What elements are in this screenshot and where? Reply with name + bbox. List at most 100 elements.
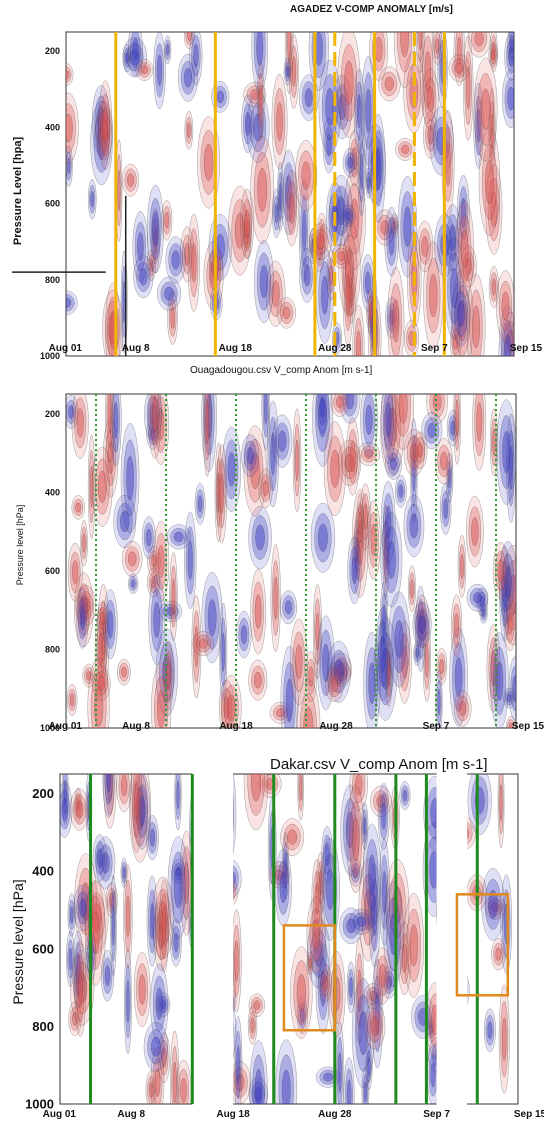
negative-anomaly <box>358 139 365 203</box>
negative-anomaly <box>383 970 395 994</box>
negative-anomaly <box>174 774 182 831</box>
negative-anomaly <box>401 785 409 806</box>
negative-anomaly <box>375 146 382 191</box>
positive-anomaly <box>98 470 107 503</box>
positive-anomaly <box>170 565 177 628</box>
positive-anomaly <box>398 394 408 424</box>
positive-anomaly <box>501 1017 507 1061</box>
negative-anomaly <box>275 422 290 460</box>
positive-anomaly <box>426 394 449 425</box>
negative-anomaly <box>238 617 250 652</box>
negative-anomaly <box>391 605 407 674</box>
negative-anomaly <box>325 87 335 126</box>
negative-anomaly <box>285 678 294 723</box>
positive-anomaly <box>422 35 434 109</box>
negative-anomaly <box>368 662 376 705</box>
negative-anomaly <box>487 1021 493 1040</box>
positive-anomaly <box>294 423 301 497</box>
positive-anomaly <box>81 526 87 560</box>
negative-anomaly <box>278 182 282 211</box>
positive-anomaly <box>424 77 437 121</box>
negative-anomaly <box>221 632 225 672</box>
positive-anomaly <box>346 183 363 255</box>
negative-anomaly <box>187 540 193 580</box>
y-tick-label: 800 <box>32 1019 54 1034</box>
negative-anomaly <box>343 1057 355 1104</box>
x-tick-label: Aug 01 <box>49 343 83 354</box>
negative-anomaly <box>66 290 78 315</box>
positive-anomaly <box>124 546 140 572</box>
positive-anomaly <box>395 394 411 437</box>
positive-anomaly <box>452 603 461 648</box>
positive-anomaly <box>251 665 265 695</box>
negative-anomaly <box>89 184 96 214</box>
x-tick-label: Aug 01 <box>49 721 83 732</box>
positive-anomaly <box>410 579 414 599</box>
negative-anomaly <box>300 195 308 267</box>
positive-anomaly <box>218 458 226 529</box>
positive-anomaly <box>124 168 137 192</box>
positive-anomaly <box>75 792 81 817</box>
positive-anomaly <box>90 465 94 508</box>
negative-anomaly <box>321 275 329 315</box>
positive-anomaly <box>218 679 235 728</box>
negative-anomaly <box>381 802 387 830</box>
positive-anomaly <box>369 990 378 1002</box>
positive-anomaly <box>66 63 74 86</box>
positive-anomaly <box>409 443 419 463</box>
positive-anomaly <box>400 32 409 58</box>
x-tick-label: Aug 01 <box>43 1109 77 1120</box>
positive-anomaly <box>398 141 413 158</box>
positive-anomaly <box>297 774 304 821</box>
negative-anomaly <box>78 596 87 640</box>
negative-anomaly <box>66 294 75 312</box>
positive-anomaly <box>66 92 79 164</box>
data-gap <box>192 773 234 1105</box>
negative-anomaly <box>355 994 372 1072</box>
y-tick-label: 400 <box>45 122 60 132</box>
negative-anomaly <box>285 65 290 78</box>
positive-anomaly <box>296 974 306 1012</box>
negative-anomaly <box>180 60 196 95</box>
negative-anomaly <box>137 232 144 261</box>
negative-anomaly <box>123 439 137 517</box>
x-tick-label: Aug 28 <box>319 721 353 732</box>
negative-anomaly <box>155 987 163 1020</box>
positive-anomaly <box>312 919 321 951</box>
negative-anomaly <box>185 526 195 595</box>
y-tick-label: 600 <box>45 199 60 209</box>
positive-anomaly <box>345 274 351 316</box>
positive-anomaly <box>157 545 165 578</box>
positive-anomaly <box>107 394 112 434</box>
negative-anomaly <box>414 644 420 663</box>
positive-anomaly <box>376 955 389 996</box>
positive-anomaly <box>76 408 84 438</box>
positive-anomaly <box>368 302 374 321</box>
negative-anomaly <box>278 430 287 452</box>
y-tick-label: 400 <box>32 864 54 879</box>
negative-anomaly <box>127 32 143 77</box>
positive-anomaly <box>364 449 374 459</box>
positive-anomaly <box>119 662 129 682</box>
positive-anomaly <box>508 722 513 728</box>
positive-anomaly <box>286 181 297 235</box>
negative-anomaly <box>224 439 239 500</box>
positive-anomaly <box>154 676 169 728</box>
negative-anomaly <box>361 1066 370 1104</box>
positive-anomaly <box>88 450 95 524</box>
negative-anomaly <box>111 890 116 962</box>
positive-anomaly <box>170 1030 180 1104</box>
negative-anomaly <box>61 798 68 821</box>
positive-anomaly <box>379 964 387 988</box>
positive-anomaly <box>100 611 105 625</box>
negative-anomaly <box>348 969 354 1006</box>
x-tick-label: Aug 8 <box>122 343 150 354</box>
positive-anomaly <box>460 553 464 580</box>
chart-title: Ouagadougou.csv V_comp Anom [m s-1] <box>190 365 373 376</box>
negative-anomaly <box>126 980 130 1023</box>
positive-anomaly <box>417 442 424 458</box>
negative-anomaly <box>301 210 307 252</box>
ouagadougou-panel: Ouagadougou.csv V_comp Anom [m s-1] Pres… <box>0 365 544 752</box>
positive-anomaly <box>127 551 137 567</box>
negative-anomaly <box>204 585 220 650</box>
